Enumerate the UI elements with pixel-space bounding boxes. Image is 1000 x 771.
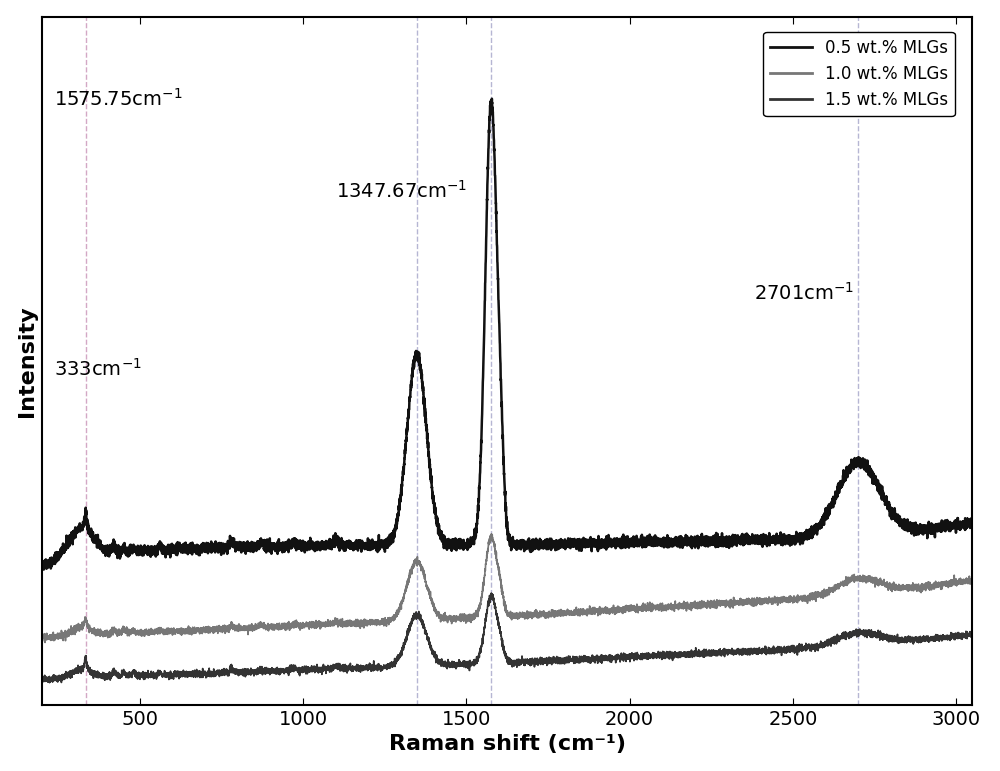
Line: 0.5 wt.% MLGs: 0.5 wt.% MLGs xyxy=(42,99,972,570)
1.5 wt.% MLGs xyxy=(966,629,978,638)
1.5 wt.% MLGs xyxy=(44,678,56,687)
Line: 1.0 wt.% MLGs: 1.0 wt.% MLGs xyxy=(42,534,972,642)
0.5 wt.% MLGs xyxy=(38,565,50,574)
0.5 wt.% MLGs xyxy=(36,559,48,568)
1.0 wt.% MLGs xyxy=(587,607,599,616)
1.0 wt.% MLGs xyxy=(36,633,48,642)
Text: 333cm$^{-1}$: 333cm$^{-1}$ xyxy=(54,358,142,379)
0.5 wt.% MLGs xyxy=(627,535,639,544)
1.5 wt.% MLGs xyxy=(36,673,48,682)
1.5 wt.% MLGs xyxy=(776,643,788,652)
Text: 2701cm$^{-1}$: 2701cm$^{-1}$ xyxy=(754,281,854,304)
0.5 wt.% MLGs xyxy=(373,536,385,545)
1.0 wt.% MLGs xyxy=(726,600,738,609)
0.5 wt.% MLGs xyxy=(486,94,498,103)
1.5 wt.% MLGs xyxy=(587,655,599,664)
1.0 wt.% MLGs xyxy=(373,618,385,628)
1.5 wt.% MLGs xyxy=(726,645,738,655)
0.5 wt.% MLGs xyxy=(776,539,788,548)
1.5 wt.% MLGs xyxy=(485,588,497,598)
1.0 wt.% MLGs xyxy=(966,575,978,584)
1.0 wt.% MLGs xyxy=(83,624,95,633)
Y-axis label: Intensity: Intensity xyxy=(17,305,37,416)
1.5 wt.% MLGs xyxy=(83,663,95,672)
0.5 wt.% MLGs xyxy=(726,536,738,545)
1.0 wt.% MLGs xyxy=(627,604,639,614)
Text: 1575.75cm$^{-1}$: 1575.75cm$^{-1}$ xyxy=(54,87,182,109)
0.5 wt.% MLGs xyxy=(966,513,978,523)
1.0 wt.% MLGs xyxy=(39,638,51,647)
1.0 wt.% MLGs xyxy=(485,529,497,538)
1.5 wt.% MLGs xyxy=(373,663,385,672)
0.5 wt.% MLGs xyxy=(587,536,599,545)
Text: 1347.67cm$^{-1}$: 1347.67cm$^{-1}$ xyxy=(336,180,467,202)
1.0 wt.% MLGs xyxy=(776,597,788,606)
Legend: 0.5 wt.% MLGs, 1.0 wt.% MLGs, 1.5 wt.% MLGs: 0.5 wt.% MLGs, 1.0 wt.% MLGs, 1.5 wt.% M… xyxy=(763,32,955,116)
X-axis label: Raman shift (cm⁻¹): Raman shift (cm⁻¹) xyxy=(389,734,626,754)
Line: 1.5 wt.% MLGs: 1.5 wt.% MLGs xyxy=(42,593,972,682)
1.5 wt.% MLGs xyxy=(627,651,639,661)
0.5 wt.% MLGs xyxy=(83,526,95,535)
